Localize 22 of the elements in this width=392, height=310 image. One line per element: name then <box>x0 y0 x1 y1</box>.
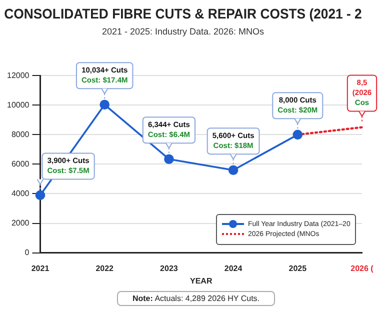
y-tick-label: 0 <box>24 248 30 258</box>
point <box>228 165 238 176</box>
y-tick-label: 10000 <box>6 100 30 110</box>
point <box>100 100 110 110</box>
y-tick-label: 12000 <box>6 70 30 80</box>
text: Note: Actuals: 4,289 2026 HY Cuts. <box>117 291 275 306</box>
x-tick-label: 2021 <box>31 264 50 273</box>
y-tick-label: 4000 <box>11 188 30 198</box>
x-tick-label: 2024 <box>224 264 243 273</box>
point <box>164 154 174 164</box>
chart-title: CONSOLIDATED FIBRE CUTS & REPAIR COSTS (2021 - 2 <box>4 6 362 22</box>
x-tick-label: 2023 <box>160 264 178 273</box>
x-tick-label: 2026 ( <box>350 264 374 273</box>
y-tick-label: 6000 <box>11 159 30 168</box>
y-tick-label: 2000 <box>11 218 30 228</box>
chart-subtitle: 2021 - 2025: Industry Data. 2026: MNOs <box>102 26 265 37</box>
x-axis-title: YEAR <box>190 276 212 286</box>
x-tick-label: 2025 <box>288 264 308 273</box>
y-tick-label: 8000 <box>11 130 30 139</box>
point <box>35 190 46 200</box>
x-tick-label: 2022 <box>96 264 114 273</box>
point <box>292 130 303 140</box>
